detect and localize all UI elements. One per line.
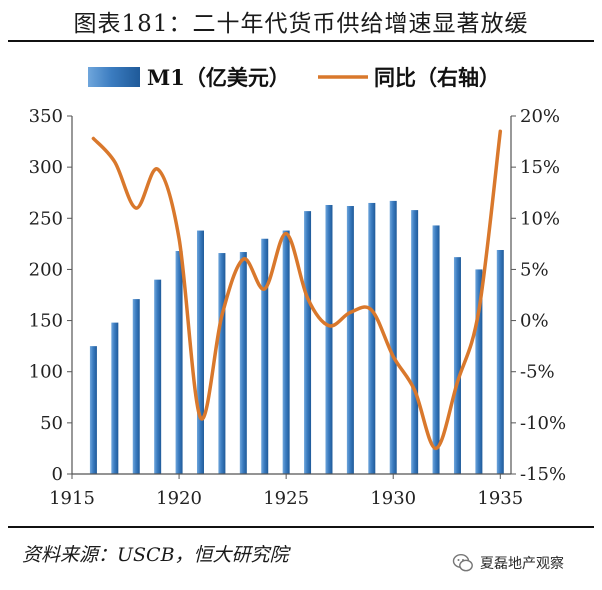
yoy-line-path xyxy=(91,129,503,451)
source-note: 资料来源：USCB，恒大研究院 xyxy=(22,544,289,566)
legend: M1（亿美元） 同比（右轴） xyxy=(88,65,500,90)
bar-1918 xyxy=(132,299,140,474)
bar-1917 xyxy=(111,322,119,474)
axes: 0 50 100 150 200 250 300 350 -15% -10% -5% 0% 5% 10% 1… xyxy=(29,106,566,509)
bar-1928 xyxy=(346,206,354,475)
bar-1927 xyxy=(325,204,333,474)
bar-1924 xyxy=(261,238,269,474)
bar-1921 xyxy=(196,230,204,474)
x-tick-label: 1935 xyxy=(477,488,523,509)
left-tick-label: 200 xyxy=(29,259,63,280)
bar-1932 xyxy=(432,225,440,474)
left-tick-label: 100 xyxy=(29,362,63,383)
left-tick-label: 0 xyxy=(52,464,63,485)
bar-1916 xyxy=(89,346,97,474)
bar-1919 xyxy=(154,279,162,474)
left-tick-label: 300 xyxy=(29,157,63,178)
x-tick-label: 1915 xyxy=(49,488,95,509)
right-tick-label: -5% xyxy=(520,362,555,383)
m1-bars xyxy=(89,200,504,475)
right-tick-label: 5% xyxy=(520,259,549,280)
bar-1923 xyxy=(239,252,247,474)
wechat-icon xyxy=(452,553,473,572)
bar-1926 xyxy=(304,211,312,474)
bar-1931 xyxy=(411,210,419,475)
right-tick-label: -15% xyxy=(520,464,566,485)
watermark: 夏磊地产观察 xyxy=(452,552,564,574)
left-tick-label: 350 xyxy=(29,106,63,127)
legend-bar-label: M1（亿美元） xyxy=(147,65,290,90)
left-tick-label: 150 xyxy=(29,311,63,332)
watermark-text: 夏磊地产观察 xyxy=(480,556,564,572)
chart-area: M1（亿美元） 同比（右轴） 0 50 100 150 200 250 300 350 -15% -… xyxy=(29,65,566,509)
chart-title: 图表181：二十年代货币供给增速显著放缓 xyxy=(73,11,529,37)
bar-1920 xyxy=(175,251,183,474)
bar-1935 xyxy=(496,249,504,474)
bar-1925 xyxy=(282,230,290,474)
bar-1929 xyxy=(368,202,376,474)
legend-bar-swatch xyxy=(88,67,140,87)
right-tick-label: 0% xyxy=(520,311,549,332)
left-tick-label: 50 xyxy=(40,413,63,434)
x-tick-label: 1930 xyxy=(370,488,416,509)
x-tick-label: 1920 xyxy=(156,488,202,509)
right-tick-label: 20% xyxy=(520,106,560,127)
right-tick-label: -10% xyxy=(520,413,566,434)
footer-rule xyxy=(8,526,594,528)
left-tick-label: 250 xyxy=(29,208,63,229)
x-tick-label: 1925 xyxy=(263,488,309,509)
title-rule xyxy=(8,40,594,42)
bar-1934 xyxy=(475,269,483,474)
bar-1933 xyxy=(453,257,461,474)
legend-line-label: 同比（右轴） xyxy=(374,65,500,90)
right-tick-label: 10% xyxy=(520,208,560,229)
right-tick-label: 15% xyxy=(520,157,560,178)
bar-1930 xyxy=(389,200,397,474)
yoy-line xyxy=(91,129,503,451)
bar-1922 xyxy=(218,253,226,474)
